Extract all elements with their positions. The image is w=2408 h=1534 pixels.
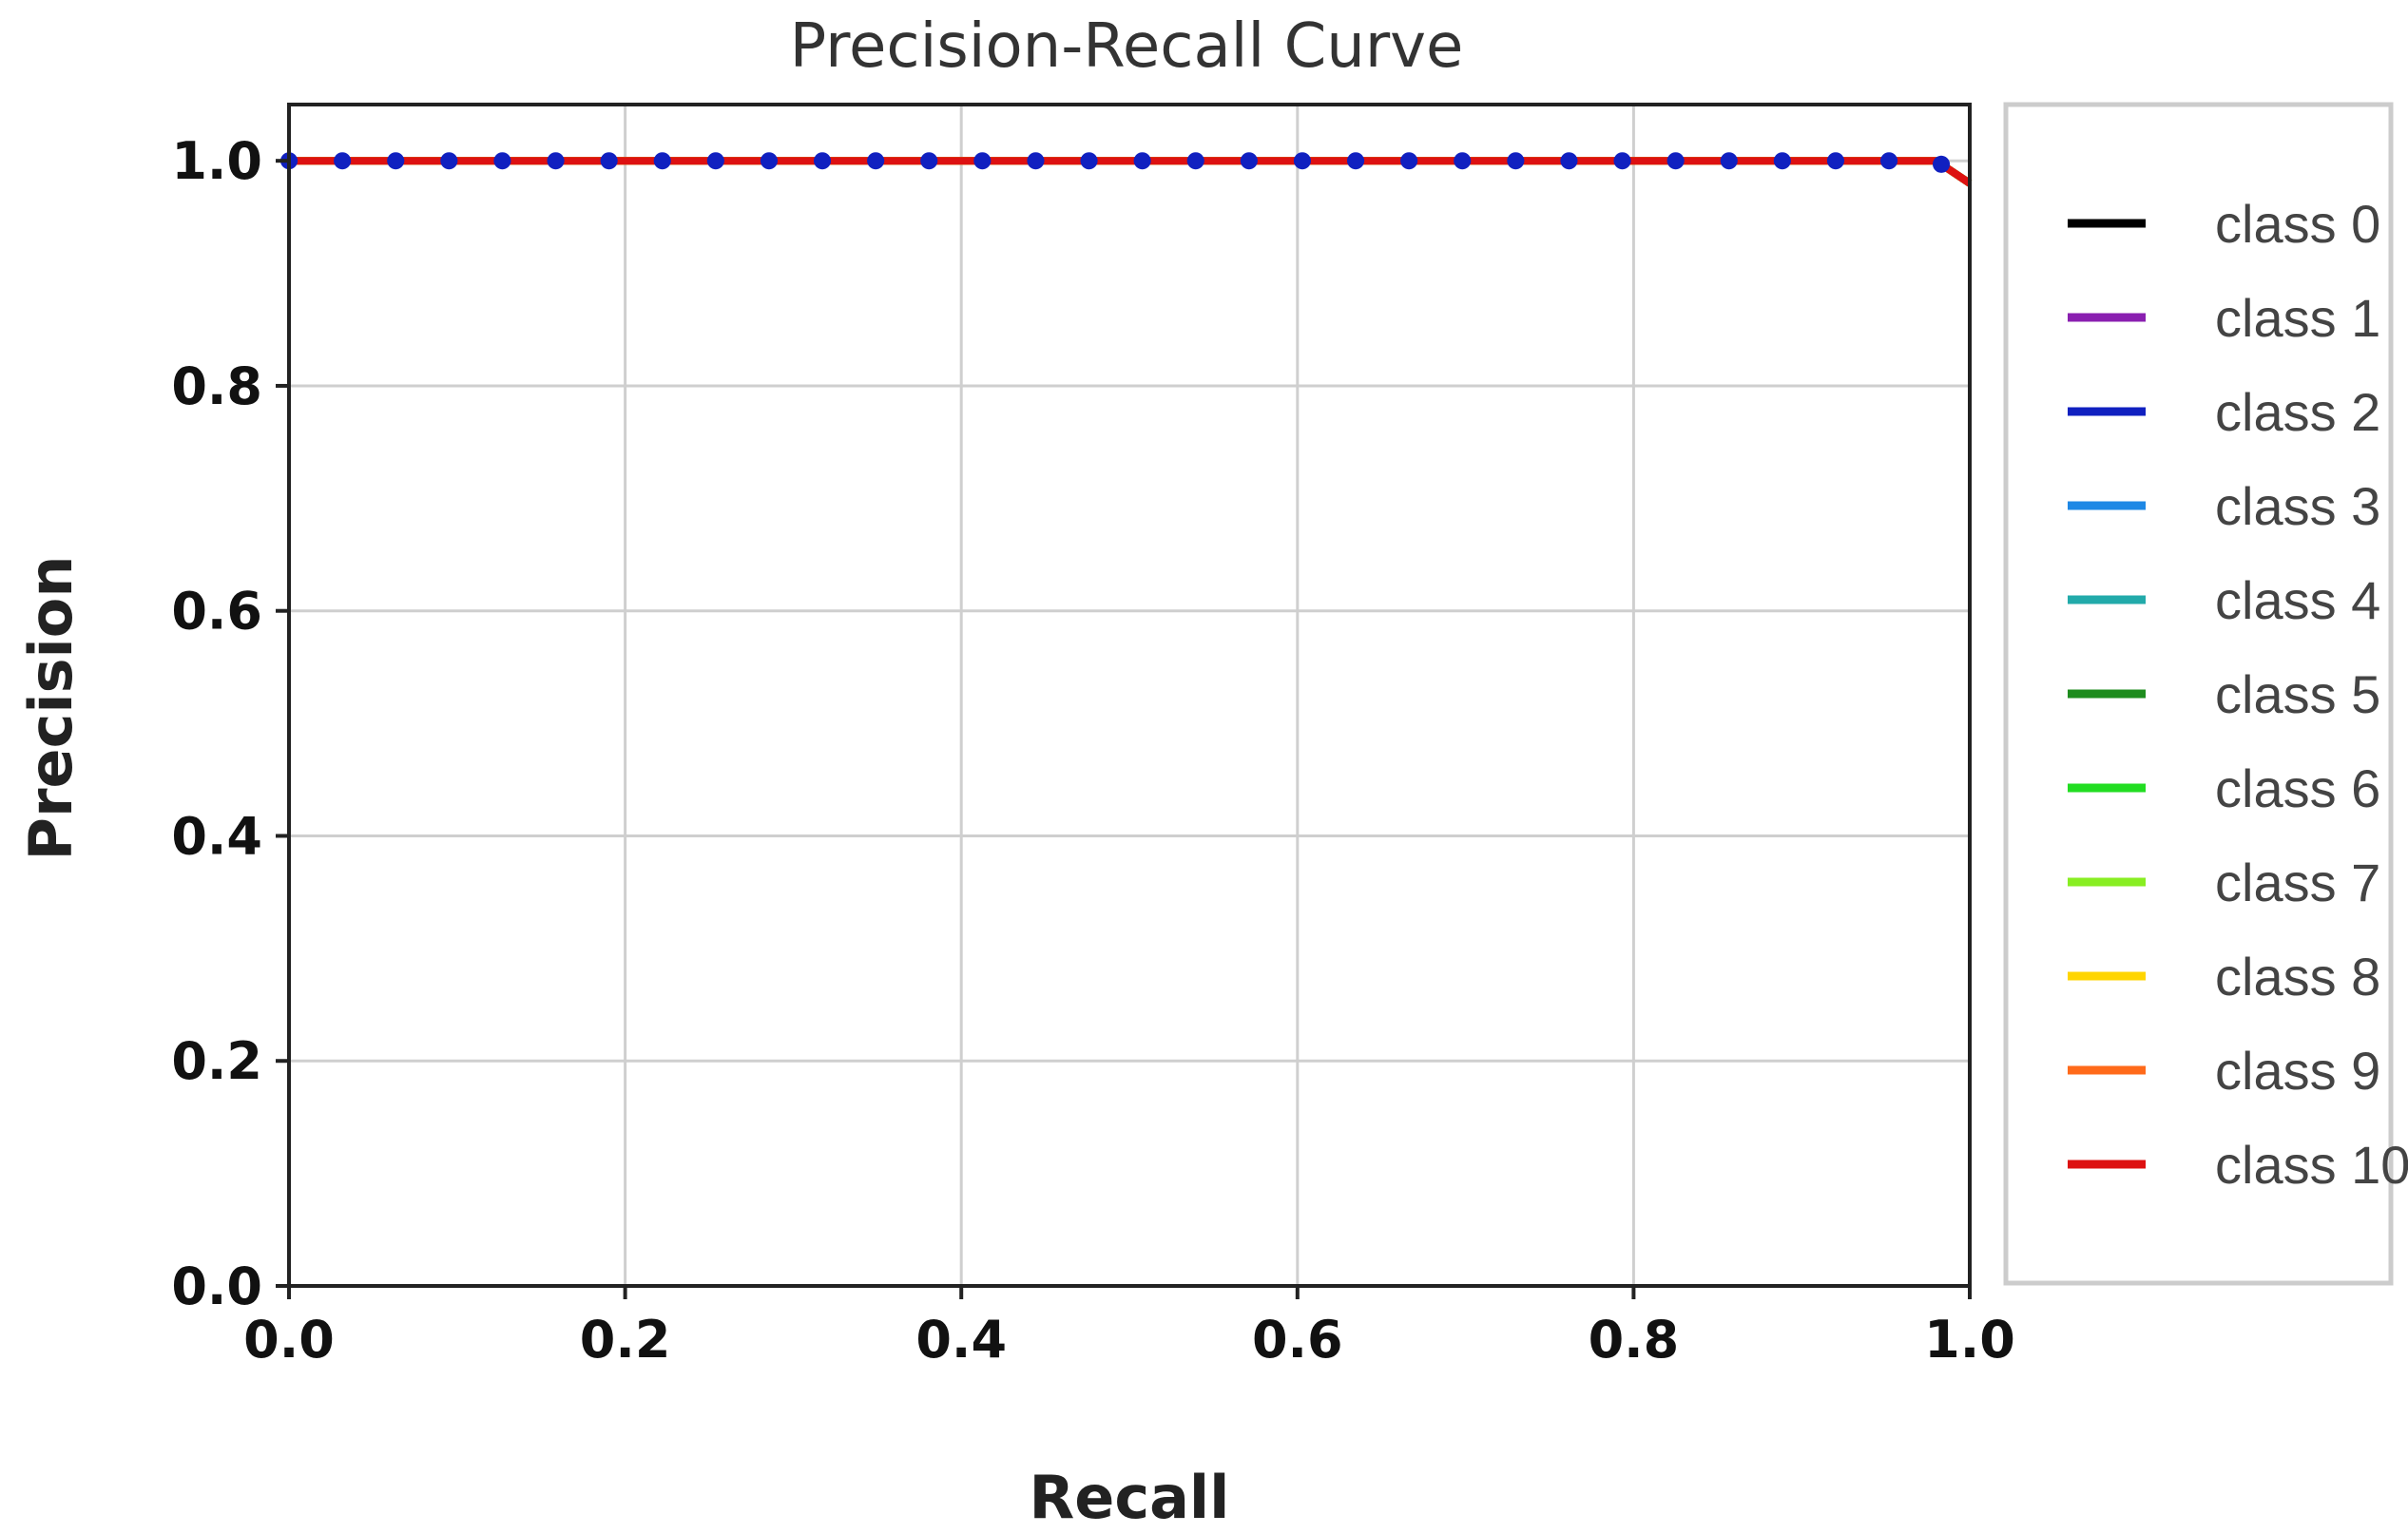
y-tick-label: 0.2: [171, 1031, 262, 1091]
legend-label: class 7: [2215, 853, 2380, 912]
legend-label: class 3: [2215, 476, 2380, 536]
x-tick-label: 0.6: [1252, 1310, 1343, 1370]
legend-items: class 0 class 1 class 2 class 3 class 4 class…: [2068, 194, 2408, 1195]
legend-label: class 9: [2215, 1041, 2380, 1101]
y-tick-label: 0.4: [171, 806, 262, 866]
y-axis-label: Precision: [16, 556, 86, 861]
legend-label: class 5: [2215, 664, 2380, 724]
legend-label: class 4: [2215, 570, 2380, 630]
y-axis-ticks: 0.0 0.2 0.4 0.6 0.8 1.0: [171, 131, 289, 1316]
x-axis-ticks: 0.0 0.2 0.4 0.6 0.8 1.0: [243, 1286, 2015, 1370]
series-line-class-2: [280, 152, 1978, 192]
legend-label: class 8: [2215, 947, 2380, 1007]
x-axis-label: Recall: [1030, 1463, 1230, 1532]
chart-title: Precision-Recall Curve: [790, 11, 1464, 82]
series-layer: [280, 152, 1978, 192]
legend-label: class 1: [2215, 288, 2380, 348]
y-tick-label: 1.0: [171, 131, 262, 191]
legend: class 0 class 1 class 2 class 3 class 4 class…: [2003, 102, 2408, 1286]
legend-label: class 6: [2215, 758, 2380, 818]
legend-label: class 0: [2215, 194, 2380, 254]
y-tick-label: 0.8: [171, 356, 262, 416]
y-tick-label: 0.6: [171, 582, 262, 642]
x-tick-label: 0.8: [1589, 1310, 1680, 1370]
legend-label: class 10: [2215, 1135, 2408, 1195]
x-tick-label: 0.0: [243, 1310, 335, 1370]
x-tick-label: 0.2: [580, 1310, 671, 1370]
legend-label: class 2: [2215, 382, 2380, 442]
y-tick-label: 0.0: [171, 1256, 262, 1316]
x-tick-label: 0.4: [915, 1310, 1007, 1370]
plot-frame: [287, 103, 1972, 1288]
x-tick-label: 1.0: [1924, 1310, 2015, 1370]
